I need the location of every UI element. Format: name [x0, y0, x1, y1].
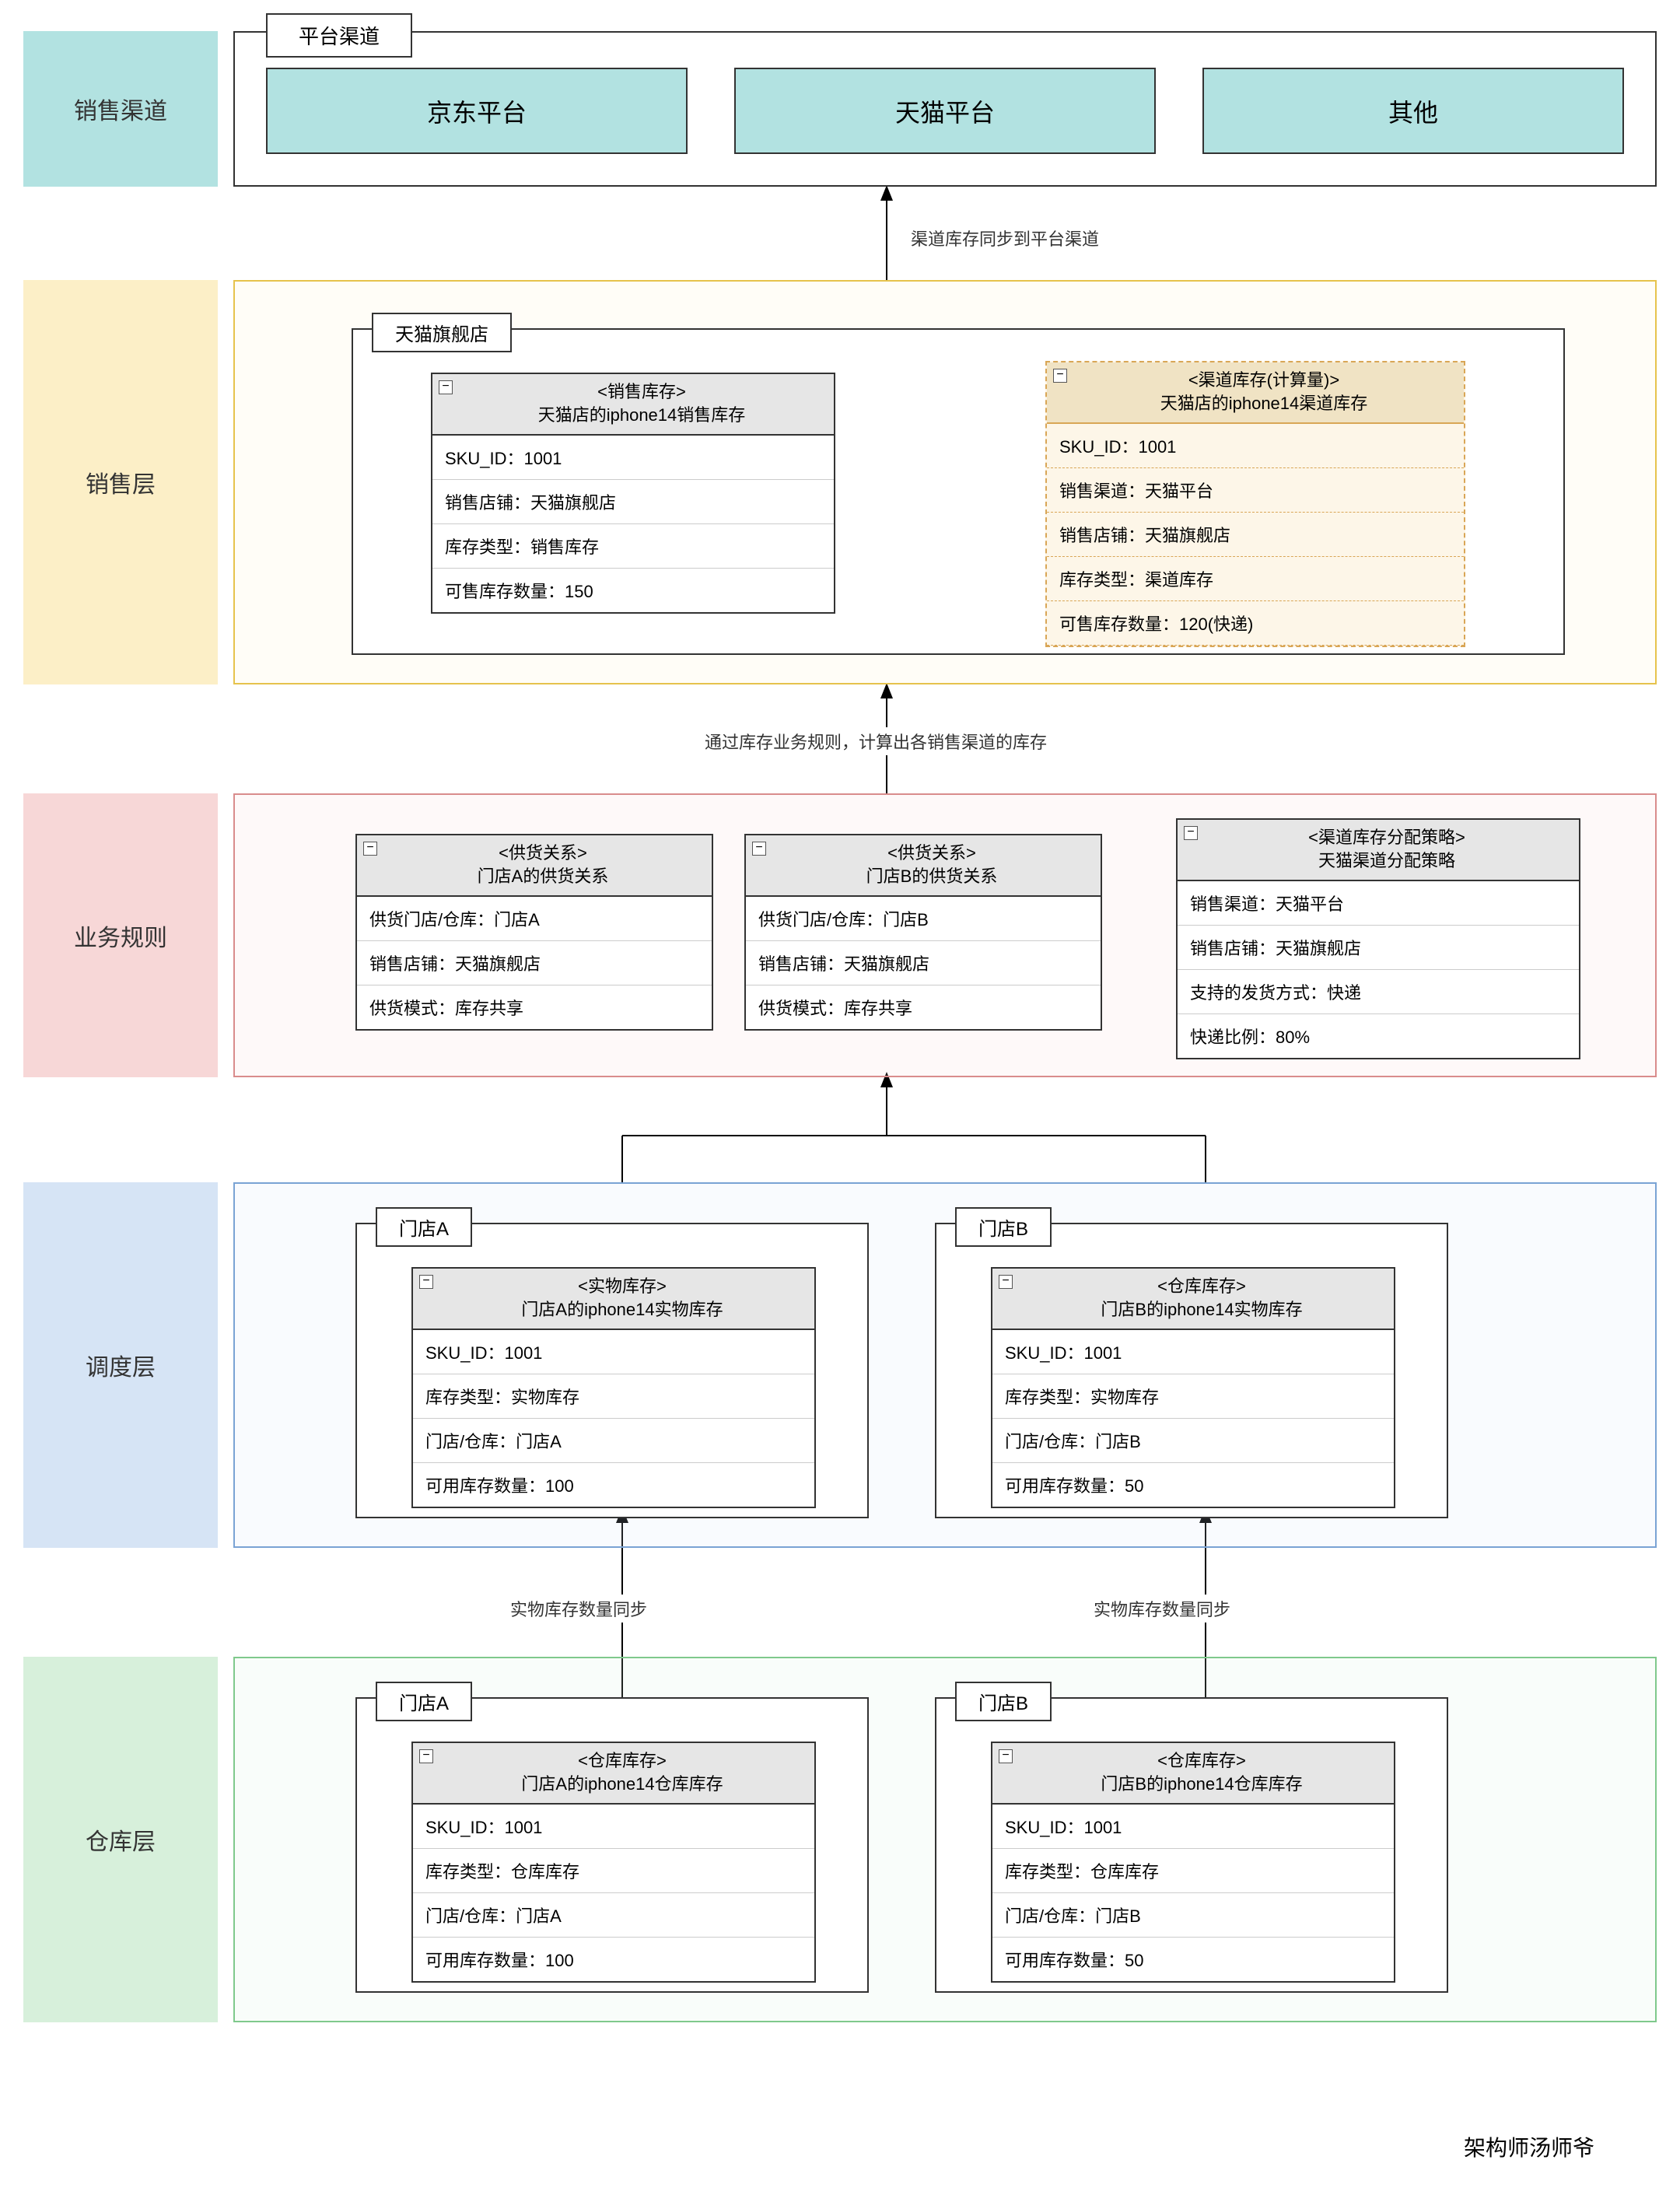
collapse-icon[interactable]: −	[752, 842, 766, 856]
entity-header: − <仓库库存> 门店B的iphone14仓库库存	[992, 1743, 1394, 1805]
channel-other: 其他	[1202, 68, 1624, 154]
entity-sale-stock: − <销售库存> 天猫店的iphone14销售库存 SKU_ID：1001 销售…	[431, 373, 835, 614]
warehouse-group-b-tab: 门店B	[955, 1682, 1052, 1721]
entity-channel-stock: − <渠道库存(计算量)> 天猫店的iphone14渠道库存 SKU_ID：10…	[1045, 361, 1465, 647]
arrow-label-2: 通过库存业务规则，计算出各销售渠道的库存	[700, 727, 1052, 755]
arrow-label-4: 实物库存数量同步	[1089, 1595, 1235, 1623]
entity-header: − <实物库存> 门店A的iphone14实物库存	[413, 1269, 814, 1330]
entity-header: − <渠道库存(计算量)> 天猫店的iphone14渠道库存	[1047, 362, 1464, 424]
layer-sales: 销售层 天猫旗舰店 − <销售库存> 天猫店的iphone14销售库存 SKU_…	[23, 280, 1657, 684]
entity-header: − <供货关系> 门店A的供货关系	[357, 835, 712, 897]
warehouse-group-a-tab: 门店A	[376, 1682, 472, 1721]
layer-channel: 销售渠道 平台渠道 京东平台 天猫平台 其他	[23, 31, 1657, 187]
channel-group-tab: 平台渠道	[266, 13, 412, 58]
entity-header: − <渠道库存分配策略> 天猫渠道分配策略	[1178, 820, 1579, 881]
sales-group-tab: 天猫旗舰店	[372, 313, 512, 352]
warehouse-group-a: 门店A − <仓库库存> 门店A的iphone14仓库库存 SKU_ID：100…	[355, 1697, 869, 1993]
collapse-icon[interactable]: −	[999, 1275, 1013, 1289]
entity-supply-b: − <供货关系> 门店B的供货关系 供货门店/仓库：门店B 销售店铺：天猫旗舰店…	[744, 834, 1102, 1031]
entity-wh-a: − <仓库库存> 门店A的iphone14仓库库存 SKU_ID：1001 库存…	[411, 1742, 816, 1983]
layer-label-sales: 销售层	[23, 280, 218, 684]
layer-label-warehouse: 仓库层	[23, 1657, 218, 2022]
arrow-label-1: 渠道库存同步到平台渠道	[906, 224, 1104, 252]
entity-supply-a: − <供货关系> 门店A的供货关系 供货门店/仓库：门店A 销售店铺：天猫旗舰店…	[355, 834, 713, 1031]
channel-jd: 京东平台	[266, 68, 688, 154]
entity-header: − <仓库库存> 门店A的iphone14仓库库存	[413, 1743, 814, 1805]
entity-header: − <仓库库存> 门店B的iphone14实物库存	[992, 1269, 1394, 1330]
architecture-diagram: 销售渠道 平台渠道 京东平台 天猫平台 其他 渠道库存同步到平台渠道 销售层 天…	[23, 31, 1657, 2170]
dispatch-group-b: 门店B − <仓库库存> 门店B的iphone14实物库存 SKU_ID：100…	[935, 1223, 1448, 1518]
watermark: 架构师汤师爷	[1464, 2131, 1594, 2162]
layer-label-dispatch: 调度层	[23, 1182, 218, 1548]
layer-rules: 业务规则 − <供货关系> 门店A的供货关系 供货门店/仓库：门店A 销售店铺：…	[23, 793, 1657, 1077]
channel-tmall: 天猫平台	[734, 68, 1156, 154]
layer-label-channel: 销售渠道	[23, 31, 218, 187]
layer-label-rules: 业务规则	[23, 793, 218, 1077]
layer-content-warehouse: 门店A − <仓库库存> 门店A的iphone14仓库库存 SKU_ID：100…	[233, 1657, 1657, 2022]
layer-dispatch: 调度层 门店A − <实物库存> 门店A的iphone14实物库存 SKU_ID…	[23, 1182, 1657, 1548]
layer-content-dispatch: 门店A − <实物库存> 门店A的iphone14实物库存 SKU_ID：100…	[233, 1182, 1657, 1548]
entity-header: − <供货关系> 门店B的供货关系	[746, 835, 1101, 897]
entity-phys-b: − <仓库库存> 门店B的iphone14实物库存 SKU_ID：1001 库存…	[991, 1267, 1395, 1508]
dispatch-group-b-tab: 门店B	[955, 1207, 1052, 1247]
arrow-label-3: 实物库存数量同步	[506, 1595, 652, 1623]
collapse-icon[interactable]: −	[999, 1749, 1013, 1763]
collapse-icon[interactable]: −	[363, 842, 377, 856]
entity-wh-b: − <仓库库存> 门店B的iphone14仓库库存 SKU_ID：1001 库存…	[991, 1742, 1395, 1983]
sales-group-tmall: 天猫旗舰店 − <销售库存> 天猫店的iphone14销售库存 SKU_ID：1…	[352, 328, 1565, 655]
collapse-icon[interactable]: −	[419, 1275, 433, 1289]
collapse-icon[interactable]: −	[419, 1749, 433, 1763]
collapse-icon[interactable]: −	[1184, 826, 1198, 840]
collapse-icon[interactable]: −	[439, 380, 453, 394]
dispatch-group-a: 门店A − <实物库存> 门店A的iphone14实物库存 SKU_ID：100…	[355, 1223, 869, 1518]
entity-phys-a: − <实物库存> 门店A的iphone14实物库存 SKU_ID：1001 库存…	[411, 1267, 816, 1508]
layer-content-sales: 天猫旗舰店 − <销售库存> 天猫店的iphone14销售库存 SKU_ID：1…	[233, 280, 1657, 684]
layer-content-rules: − <供货关系> 门店A的供货关系 供货门店/仓库：门店A 销售店铺：天猫旗舰店…	[233, 793, 1657, 1077]
layer-warehouse: 仓库层 门店A − <仓库库存> 门店A的iphone14仓库库存 SKU_ID…	[23, 1657, 1657, 2022]
dispatch-group-a-tab: 门店A	[376, 1207, 472, 1247]
collapse-icon[interactable]: −	[1053, 369, 1067, 383]
entity-header: − <销售库存> 天猫店的iphone14销售库存	[432, 374, 834, 436]
warehouse-group-b: 门店B − <仓库库存> 门店B的iphone14仓库库存 SKU_ID：100…	[935, 1697, 1448, 1993]
entity-alloc-policy: − <渠道库存分配策略> 天猫渠道分配策略 销售渠道：天猫平台 销售店铺：天猫旗…	[1176, 818, 1580, 1059]
layer-content-channel: 平台渠道 京东平台 天猫平台 其他	[233, 31, 1657, 187]
